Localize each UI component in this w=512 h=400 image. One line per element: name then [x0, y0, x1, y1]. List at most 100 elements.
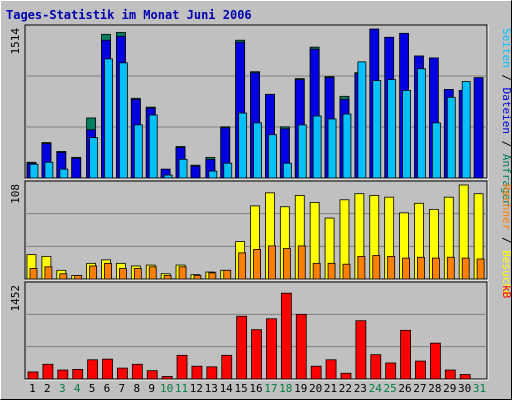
- day-tick-label: 19: [294, 382, 307, 395]
- bar-kb: [57, 369, 69, 380]
- bar-seiten: [461, 81, 471, 179]
- bar-seiten: [342, 113, 352, 179]
- bar-seiten: [431, 122, 441, 179]
- day-tick-label: 8: [133, 382, 140, 395]
- bar-kb: [280, 292, 292, 380]
- bar-rechner: [282, 248, 291, 280]
- day-tick-label: 7: [119, 382, 126, 395]
- bar-rechner: [327, 262, 336, 280]
- bar-rechner: [476, 258, 485, 280]
- bar-rechner: [163, 275, 172, 280]
- bar-rechner: [357, 255, 366, 280]
- bar-kb: [370, 354, 382, 380]
- bar-seiten: [446, 96, 456, 179]
- bar-rechner: [461, 257, 470, 280]
- bar-rechner: [387, 255, 396, 280]
- bar-kb: [221, 354, 233, 380]
- day-tick-label: 15: [234, 382, 247, 395]
- day-tick-label: 20: [309, 382, 322, 395]
- day-tick-label: 30: [458, 382, 471, 395]
- bar-rechner: [148, 266, 157, 280]
- bar-seiten: [253, 122, 262, 179]
- bar-kb: [206, 366, 218, 380]
- bar-rechner: [431, 257, 440, 280]
- day-tick-label: 10: [160, 382, 173, 395]
- legend-entry: /: [500, 230, 512, 250]
- bar-seiten: [312, 115, 322, 179]
- bar-kb: [131, 363, 143, 380]
- day-tick-label: 24: [369, 382, 383, 395]
- y-max-label: 1514: [9, 28, 22, 55]
- y-max-label: 108: [9, 184, 22, 204]
- bar-rechner: [89, 265, 98, 280]
- bar-rechner: [193, 275, 202, 280]
- bar-seiten: [387, 79, 397, 179]
- panel-legend: kB: [500, 285, 512, 299]
- day-tick-label: 31: [473, 382, 486, 395]
- bar-rechner: [208, 272, 217, 280]
- bar-kb: [340, 372, 352, 380]
- bar-seiten: [297, 124, 307, 179]
- bar-seiten: [89, 137, 99, 179]
- day-tick-label: 17: [264, 382, 277, 395]
- bar-kb: [415, 360, 426, 380]
- legend-entry: /: [500, 68, 512, 88]
- legend-entry: Seiten: [500, 28, 512, 68]
- day-tick-label: 23: [354, 382, 367, 395]
- day-tick-label: 27: [413, 382, 426, 395]
- bar-kb: [444, 369, 456, 380]
- bar-rechner: [59, 273, 68, 280]
- bar-rechner: [342, 263, 351, 280]
- bar-seiten: [178, 158, 188, 179]
- bar-rechner: [297, 245, 306, 280]
- day-tick-label: 11: [175, 382, 188, 395]
- day-tick-label: 14: [220, 382, 234, 395]
- bar-seiten: [133, 124, 143, 179]
- bar-rechner: [178, 266, 187, 280]
- bar-rechner: [29, 268, 38, 280]
- bar-rechner: [312, 262, 321, 280]
- legend-entry: Rechner: [500, 184, 512, 231]
- bar-dateien: [473, 77, 484, 179]
- bar-kb: [117, 367, 128, 380]
- bar-kb: [429, 342, 441, 380]
- bar-kb: [459, 374, 471, 380]
- bar-kb: [146, 370, 158, 380]
- bar-dateien: [190, 165, 201, 179]
- bar-rechner: [133, 268, 142, 280]
- day-tick-label: 13: [205, 382, 218, 395]
- legend-entry: kB: [500, 285, 512, 299]
- bar-kb: [236, 315, 248, 380]
- panel-legend: Seiten / Dateien / Anfragen: [500, 28, 512, 207]
- day-tick-label: 26: [398, 382, 411, 395]
- bar-rechner: [44, 266, 53, 280]
- bar-seiten: [402, 90, 411, 179]
- day-tick-label: 3: [59, 382, 66, 395]
- day-tick-label: 9: [148, 382, 155, 395]
- day-tick-label: 29: [443, 382, 456, 395]
- day-tick-label: 12: [190, 382, 203, 395]
- bar-seiten: [238, 112, 248, 179]
- bar-kb: [266, 318, 277, 380]
- bar-seiten: [163, 174, 173, 179]
- day-tick-label: 1: [29, 382, 36, 395]
- bar-seiten: [282, 162, 292, 179]
- bar-kb: [161, 376, 173, 380]
- legend-entry: Dateien: [500, 88, 512, 134]
- bar-seiten: [104, 58, 113, 179]
- bar-rechner: [446, 256, 455, 280]
- bar-kb: [176, 354, 188, 380]
- bar-kb: [295, 313, 307, 380]
- day-tick-label: 5: [89, 382, 96, 395]
- bar-rechner: [372, 255, 381, 280]
- bar-kb: [191, 365, 203, 380]
- bar-seiten: [327, 118, 337, 179]
- bar-kb: [400, 329, 411, 380]
- bar-seiten: [59, 168, 69, 179]
- bar-kb: [102, 358, 113, 380]
- day-tick-label: 21: [324, 382, 337, 395]
- bar-kb: [42, 363, 54, 380]
- bar-seiten: [417, 68, 426, 179]
